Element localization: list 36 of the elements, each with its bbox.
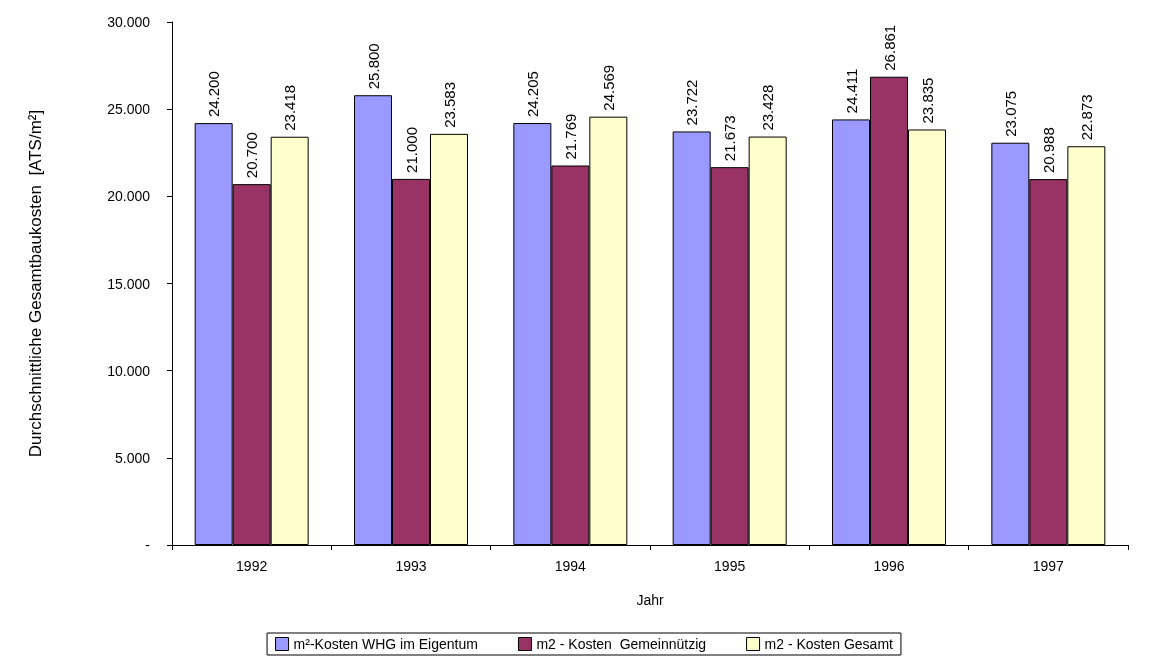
data-label: 23.835 (918, 77, 936, 124)
x-tick-label: 1997 (1032, 558, 1065, 574)
y-tick-label: 10.000 (107, 362, 151, 379)
data-label: 25.800 (364, 43, 382, 90)
y-axis-title: Durchschnittliche Gesamtbaukosten [ATS/m²] (26, 109, 45, 458)
data-label: 22.873 (1077, 94, 1095, 141)
legend-label: m²-Kosten WHG im Eigentum (293, 636, 478, 652)
y-tick-label: 30.000 (107, 14, 151, 30)
data-label: 23.428 (759, 84, 777, 131)
legend-label: m2 - Kosten Gesamt (764, 636, 894, 652)
data-label: 21.000 (402, 127, 420, 173)
y-tick-label: 5.000 (114, 449, 151, 466)
data-label: 23.722 (683, 79, 701, 126)
data-label: 23.583 (440, 81, 458, 128)
data-label: 24.205 (523, 71, 541, 118)
data-label: 20.700 (243, 132, 261, 179)
x-tick-label: 1995 (714, 558, 746, 574)
legend-label: m2 - Kosten Gemeinnützig (536, 636, 707, 652)
y-tick-label: 20.000 (107, 188, 151, 205)
x-tick-label: 1996 (873, 558, 905, 574)
y-tick-label: 25.000 (107, 101, 151, 118)
data-label: 23.418 (281, 84, 299, 131)
x-tick-label: 1993 (395, 558, 427, 574)
data-label: 24.200 (205, 71, 223, 118)
data-label: 26.861 (880, 24, 898, 71)
data-label: 21.673 (721, 115, 739, 162)
y-tick-label: 15.000 (107, 275, 151, 292)
data-label: 24.411 (842, 68, 860, 114)
x-axis-title: Jahr (636, 592, 664, 608)
x-tick-label: 1992 (236, 558, 268, 574)
data-label: 21.769 (561, 113, 579, 160)
data-label: 20.988 (1039, 127, 1057, 174)
x-tick-label: 1994 (554, 558, 587, 574)
y-tick-label: - (145, 537, 151, 553)
data-label: 24.569 (599, 64, 617, 111)
data-label: 23.075 (1001, 90, 1019, 137)
